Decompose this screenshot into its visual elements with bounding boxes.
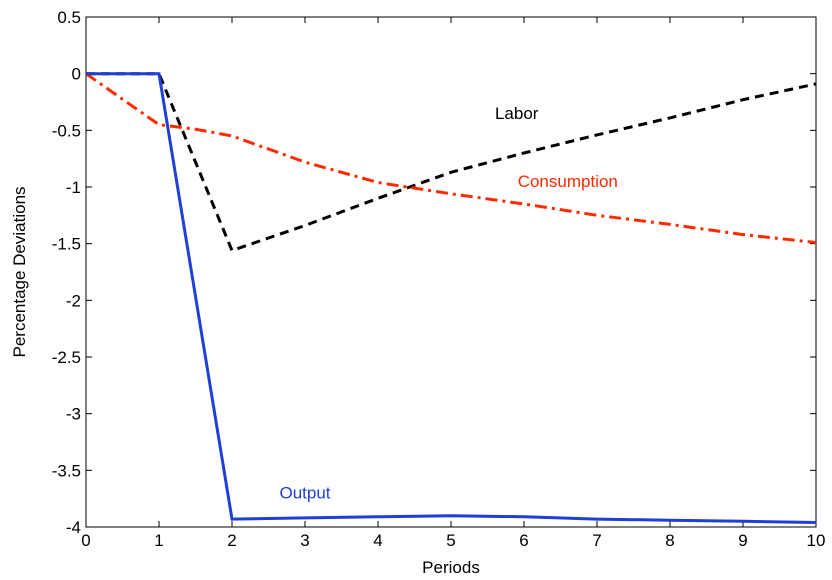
x-tick-label: 4 (373, 531, 382, 550)
series-layer (85, 72, 817, 524)
y-tick-label: -3 (66, 405, 81, 424)
y-tick-label: -1.5 (52, 235, 81, 254)
y-tick-label: -1 (66, 178, 81, 197)
x-tick-label: 7 (592, 531, 601, 550)
y-tick-label: 0.5 (57, 8, 81, 27)
y-tick-label: -2 (66, 291, 81, 310)
x-axis-title: Periods (422, 558, 480, 577)
y-tick-label: -0.5 (52, 121, 81, 140)
series-labor-line (86, 72, 817, 253)
x-tick-label: 2 (227, 531, 236, 550)
y-tick-label: -3.5 (52, 461, 81, 480)
label-labor: Labor (495, 104, 539, 123)
label-consumption: Consumption (518, 172, 618, 191)
y-tick-label: 0 (72, 65, 81, 84)
series-output-line (86, 72, 817, 524)
series-consumption-line (85, 72, 817, 244)
label-output: Output (279, 484, 330, 503)
y-axis-ticks: 0.5 0 -0.5 -1 -1.5 -2 -2.5 -3 -3.5 -4 (52, 8, 816, 537)
x-tick-label: 1 (154, 531, 163, 550)
x-tick-label: 8 (665, 531, 674, 550)
series-labels: Labor Consumption Output (279, 104, 617, 503)
x-tick-label: 5 (446, 531, 455, 550)
y-tick-label: -4 (66, 518, 81, 537)
x-tick-label: 10 (807, 531, 826, 550)
plot-area (85, 16, 817, 528)
y-tick-label: -2.5 (52, 348, 81, 367)
y-axis-title: Percentage Deviations (10, 186, 29, 357)
x-tick-label: 9 (738, 531, 747, 550)
x-tick-label: 6 (519, 531, 528, 550)
x-tick-label: 0 (81, 531, 90, 550)
x-tick-label: 3 (300, 531, 309, 550)
x-axis-ticks: 0 1 2 3 4 5 6 7 8 9 10 (81, 17, 825, 550)
